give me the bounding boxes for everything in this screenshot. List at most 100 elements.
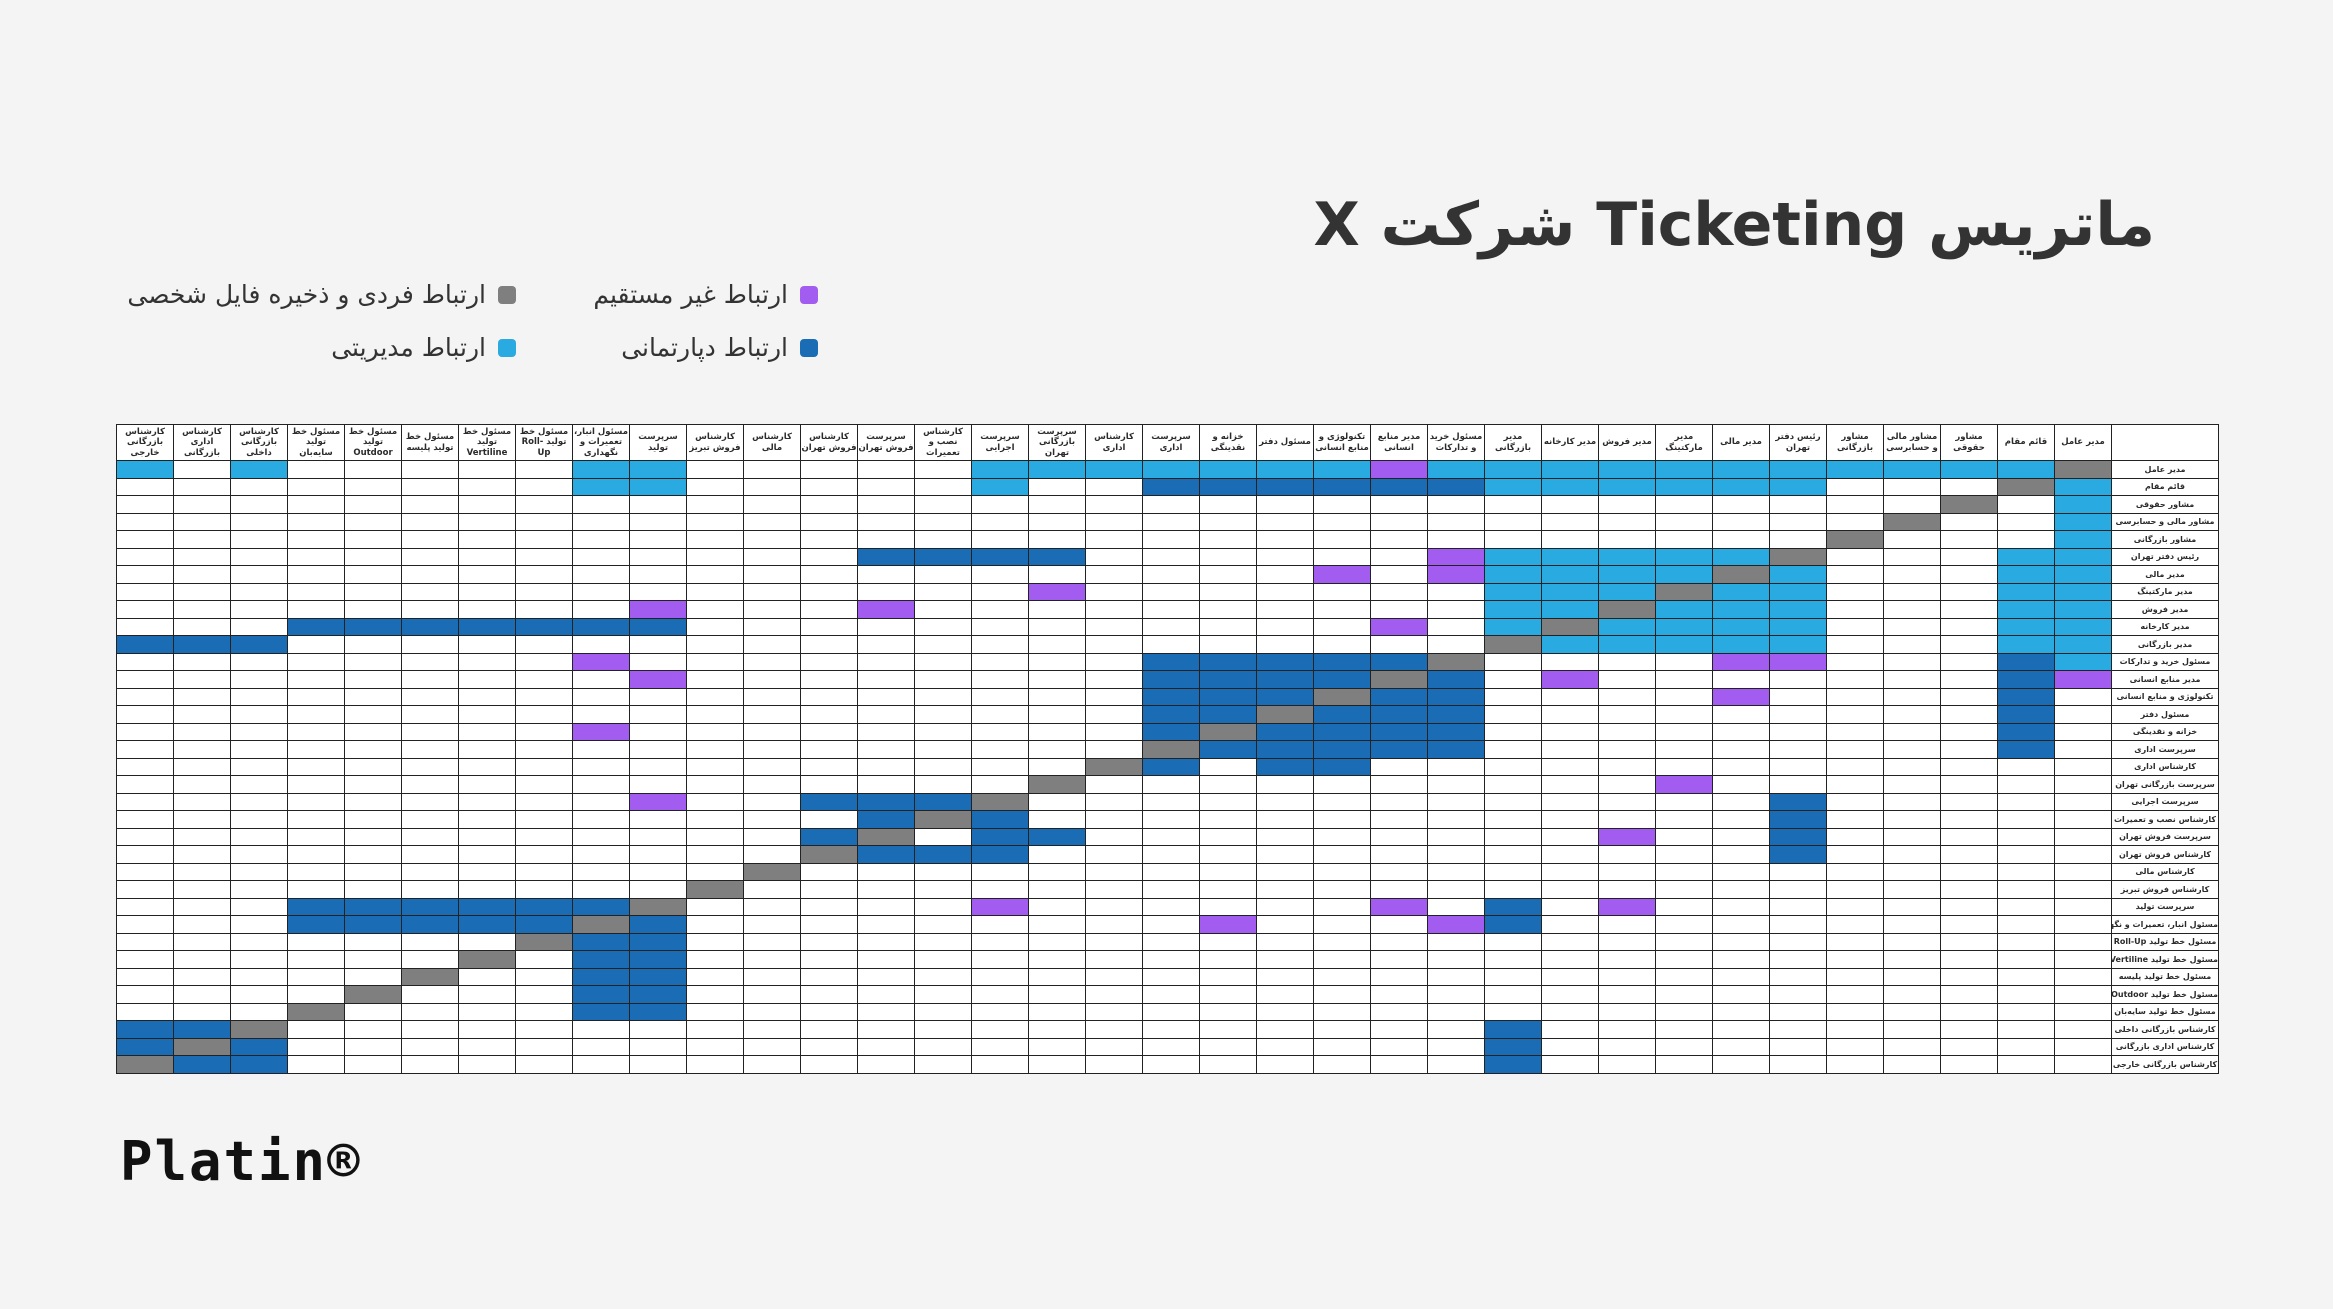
matrix-cell xyxy=(800,547,858,566)
matrix-cell xyxy=(1085,880,1143,899)
matrix-cell xyxy=(857,740,915,759)
matrix-cell xyxy=(1826,652,1884,671)
matrix-cell xyxy=(173,547,231,566)
matrix-cell xyxy=(1940,617,1998,636)
matrix-cell xyxy=(458,722,516,741)
matrix-cell xyxy=(344,617,402,636)
column-header: مدیر کارخانه xyxy=(1541,424,1599,461)
matrix-cell xyxy=(1826,460,1884,479)
matrix-cell xyxy=(173,967,231,986)
matrix-cell xyxy=(173,652,231,671)
matrix-cell xyxy=(287,565,345,584)
matrix-cell xyxy=(1256,617,1314,636)
matrix-cell xyxy=(743,1055,801,1074)
matrix-cell xyxy=(914,1020,972,1039)
matrix-row: مسئول خط تولید پلیسه xyxy=(116,967,2219,986)
matrix-cell xyxy=(857,1020,915,1039)
matrix-cell xyxy=(800,792,858,811)
matrix-cell xyxy=(1199,827,1257,846)
matrix-cell xyxy=(230,477,288,496)
matrix-cell xyxy=(686,880,744,899)
matrix-cell xyxy=(1142,477,1200,496)
matrix-cell xyxy=(1940,512,1998,531)
matrix-cell xyxy=(1883,915,1941,934)
matrix-cell xyxy=(458,530,516,549)
matrix-cell xyxy=(1199,635,1257,654)
matrix-cell xyxy=(1142,652,1200,671)
matrix-cell xyxy=(1199,1055,1257,1074)
matrix-cell xyxy=(743,722,801,741)
matrix-cell xyxy=(1598,1037,1656,1056)
matrix-cell xyxy=(914,792,972,811)
matrix-cell xyxy=(914,460,972,479)
matrix-cell xyxy=(515,985,573,1004)
matrix-cell xyxy=(1484,1037,1542,1056)
matrix-cell xyxy=(1313,862,1371,881)
matrix-cell xyxy=(173,845,231,864)
matrix-cell xyxy=(287,862,345,881)
matrix-cell xyxy=(1085,950,1143,969)
matrix-cell xyxy=(1028,1002,1086,1021)
matrix-cell xyxy=(287,582,345,601)
matrix-cell xyxy=(1370,880,1428,899)
matrix-cell xyxy=(914,547,972,566)
matrix-cell xyxy=(1997,617,2055,636)
matrix-cell xyxy=(515,932,573,951)
matrix-cell xyxy=(515,775,573,794)
matrix-row: مسئول خرید و تدارکات xyxy=(116,652,2219,671)
matrix-row: مشاور حقوقی xyxy=(116,495,2219,514)
matrix-cell xyxy=(914,705,972,724)
matrix-cell xyxy=(1940,775,1998,794)
matrix-cell xyxy=(1028,810,1086,829)
matrix-cell xyxy=(1997,652,2055,671)
matrix-cell xyxy=(116,670,174,689)
matrix-cell xyxy=(1427,617,1485,636)
row-label: مسئول خط تولید Outdoor xyxy=(2111,985,2219,1004)
matrix-cell xyxy=(1541,722,1599,741)
matrix-cell xyxy=(401,582,459,601)
matrix-cell xyxy=(1028,460,1086,479)
matrix-cell xyxy=(800,897,858,916)
matrix-row: کارشناس مالی xyxy=(116,862,2219,881)
matrix-cell xyxy=(287,1020,345,1039)
matrix-cell xyxy=(287,792,345,811)
matrix-row: قائم مقام xyxy=(116,477,2219,496)
matrix-cell xyxy=(1370,635,1428,654)
matrix-cell xyxy=(743,512,801,531)
matrix-cell xyxy=(1883,827,1941,846)
matrix-cell xyxy=(857,880,915,899)
matrix-cell xyxy=(1370,565,1428,584)
matrix-cell xyxy=(1883,967,1941,986)
matrix-cell xyxy=(1370,792,1428,811)
matrix-cell xyxy=(116,530,174,549)
matrix-cell xyxy=(1826,897,1884,916)
matrix-cell xyxy=(1085,530,1143,549)
matrix-cell xyxy=(629,722,687,741)
matrix-cell xyxy=(1484,880,1542,899)
matrix-cell xyxy=(971,530,1029,549)
matrix-cell xyxy=(743,897,801,916)
title: ماتریس Ticketing شرکت X xyxy=(1313,190,2155,260)
matrix-cell xyxy=(1370,1055,1428,1074)
matrix-cell xyxy=(1427,582,1485,601)
matrix-cell xyxy=(1085,705,1143,724)
matrix-cell xyxy=(344,670,402,689)
matrix-cell xyxy=(1199,880,1257,899)
row-label: کارشناس بازرگانی خارجی xyxy=(2111,1055,2219,1074)
matrix-cell xyxy=(1256,740,1314,759)
matrix-cell xyxy=(629,967,687,986)
matrix-cell xyxy=(1940,792,1998,811)
matrix-cell xyxy=(743,617,801,636)
matrix-row: مدیر مالی xyxy=(116,565,2219,584)
matrix-cell xyxy=(401,635,459,654)
matrix-cell xyxy=(1826,495,1884,514)
matrix-cell xyxy=(1541,897,1599,916)
matrix-cell xyxy=(1085,635,1143,654)
matrix-cell xyxy=(458,512,516,531)
matrix-cell xyxy=(629,932,687,951)
legend: ارتباط غیر مستقیم ارتباط فردی و ذخیره فای… xyxy=(127,268,818,374)
matrix-cell xyxy=(1028,687,1086,706)
matrix-cell xyxy=(2054,810,2112,829)
matrix-cell xyxy=(1769,582,1827,601)
matrix-cell xyxy=(971,827,1029,846)
